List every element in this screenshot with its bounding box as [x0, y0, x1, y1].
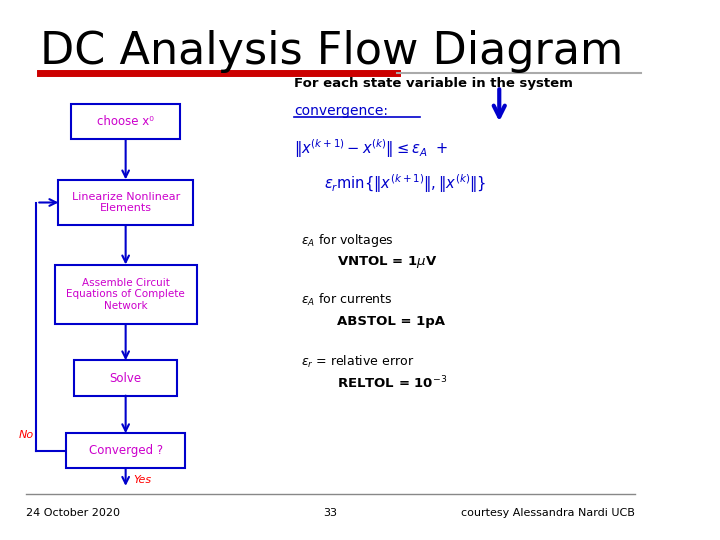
FancyBboxPatch shape [55, 265, 197, 324]
Text: 24 October 2020: 24 October 2020 [27, 508, 120, 518]
Text: ABSTOL = 1pA: ABSTOL = 1pA [337, 315, 445, 328]
Text: convergence:: convergence: [294, 104, 388, 118]
Text: $\varepsilon_A$ for voltages: $\varepsilon_A$ for voltages [301, 232, 394, 249]
Text: Solve: Solve [109, 372, 142, 384]
Text: Converged ?: Converged ? [89, 444, 163, 457]
Text: Yes: Yes [134, 475, 152, 484]
Text: No: No [19, 430, 34, 440]
FancyBboxPatch shape [71, 104, 180, 139]
Text: $\varepsilon_r$ = relative error: $\varepsilon_r$ = relative error [301, 354, 414, 370]
Text: VNTOL = 1$\mu$V: VNTOL = 1$\mu$V [337, 254, 438, 270]
Text: RELTOL = 10$^{-3}$: RELTOL = 10$^{-3}$ [337, 375, 447, 391]
Text: 33: 33 [323, 508, 338, 518]
FancyBboxPatch shape [74, 361, 177, 395]
FancyBboxPatch shape [66, 433, 185, 468]
Text: Assemble Circuit
Equations of Complete
Network: Assemble Circuit Equations of Complete N… [66, 278, 185, 311]
Text: $\varepsilon_A$ for currents: $\varepsilon_A$ for currents [301, 292, 392, 308]
Text: $\varepsilon_r \min\{\|x^{(k+1)}\|, \|x^{(k)}\|\}$: $\varepsilon_r \min\{\|x^{(k+1)}\|, \|x^… [324, 172, 487, 195]
Text: $\|x^{(k+1)} - x^{(k)}\| \leq \varepsilon_A$  +: $\|x^{(k+1)} - x^{(k)}\| \leq \varepsilo… [294, 137, 449, 160]
Text: For each state variable in the system: For each state variable in the system [294, 77, 573, 90]
Text: DC Analysis Flow Diagram: DC Analysis Flow Diagram [40, 30, 623, 73]
FancyBboxPatch shape [58, 179, 194, 226]
Text: courtesy Alessandra Nardi UCB: courtesy Alessandra Nardi UCB [461, 508, 635, 518]
Text: choose x⁰: choose x⁰ [97, 115, 154, 128]
Text: Linearize Nonlinear
Elements: Linearize Nonlinear Elements [71, 192, 180, 213]
